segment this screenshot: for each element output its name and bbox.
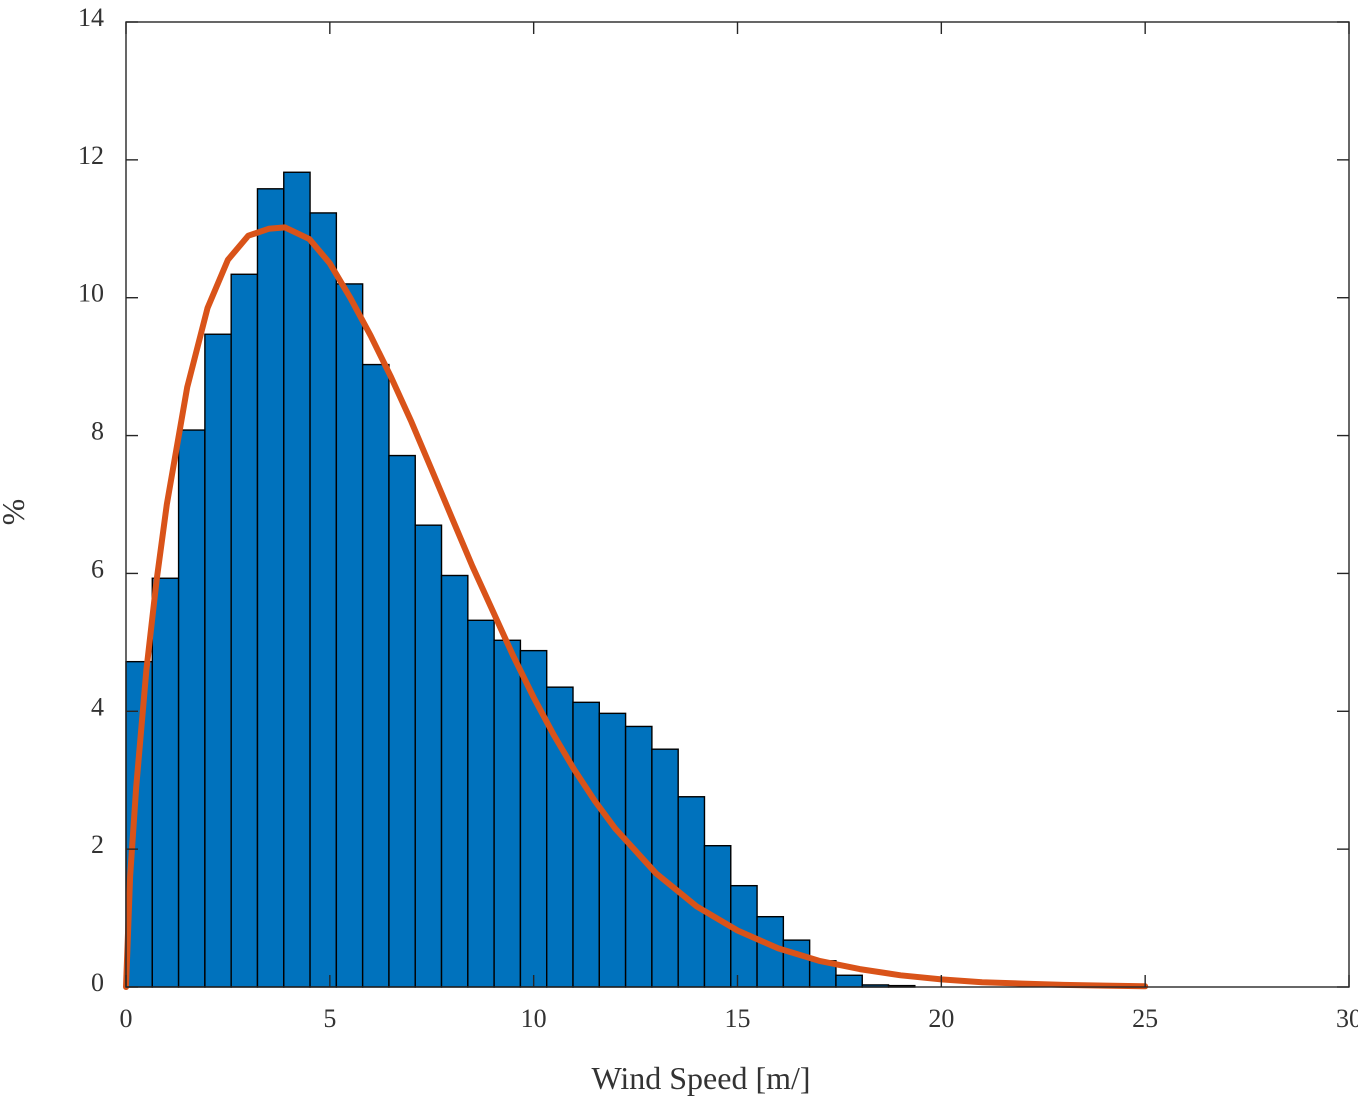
histogram-bar [361, 363, 390, 988]
histogram-bar [309, 212, 338, 988]
y-tick-label: 0 [91, 968, 104, 997]
histogram-bar [756, 915, 785, 988]
y-tick-label: 8 [91, 417, 104, 446]
histogram-bar [414, 524, 443, 988]
histogram-bar [388, 454, 416, 988]
histogram-bar [256, 188, 285, 988]
x-tick-label: 30 [1336, 1004, 1358, 1033]
y-tick-label: 6 [91, 554, 104, 583]
x-tick-label: 0 [120, 1004, 133, 1033]
x-tick-label: 25 [1132, 1004, 1158, 1033]
y-axis-title: % [0, 499, 31, 526]
histogram-bar [493, 639, 522, 988]
histogram-bar [151, 577, 180, 988]
histogram-bar [598, 712, 627, 988]
fit-curve [123, 224, 1149, 990]
histogram-bar [572, 701, 601, 988]
histogram-bar [440, 574, 469, 988]
histogram-bar [204, 333, 232, 988]
histogram-bar [177, 429, 206, 988]
histogram-bar [519, 649, 548, 988]
y-tick-label: 2 [91, 830, 104, 859]
histogram-bar [467, 619, 495, 988]
histogram-bar [335, 283, 364, 988]
y-tick-label: 4 [91, 692, 104, 721]
y-tick-label: 14 [78, 3, 104, 32]
histogram-bar [835, 974, 863, 988]
histogram-bar [230, 273, 259, 988]
x-tick-label: 15 [725, 1004, 751, 1033]
x-tick-label: 5 [323, 1004, 336, 1033]
y-tick-label: 12 [78, 141, 104, 170]
x-tick-label: 10 [521, 1004, 547, 1033]
histogram-bar [283, 171, 311, 988]
histogram-bar [651, 748, 679, 988]
y-axis-ticks: 0 2 4 6 8 10 12 14 [78, 3, 1349, 997]
x-axis-ticks: 0 5 10 15 20 25 30 [120, 22, 1358, 1033]
x-axis-title: Wind Speed [m/] [591, 1060, 810, 1096]
x-tick-label: 20 [928, 1004, 954, 1033]
y-tick-label: 10 [78, 279, 104, 308]
histogram-bars [125, 171, 916, 988]
histogram-bar [782, 939, 811, 988]
